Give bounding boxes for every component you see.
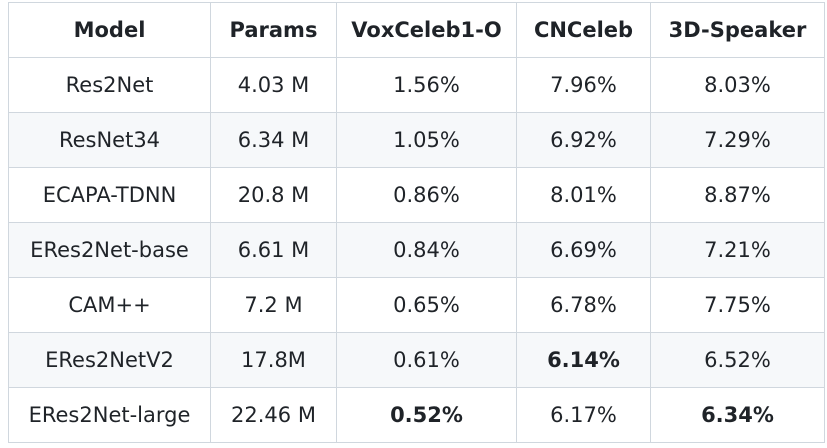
header-model: Model <box>8 2 211 58</box>
cell-model: CAM++ <box>8 277 211 333</box>
cell-3d-speaker: 7.21% <box>650 222 825 278</box>
cell-cnceleb: 7.96% <box>516 57 651 113</box>
table-row: ERes2Net-large 22.46 M 0.52% 6.17% 6.34% <box>8 387 825 443</box>
cell-3d-speaker-best: 6.34% <box>650 387 825 443</box>
table-row: ERes2Net-base 6.61 M 0.84% 6.69% 7.21% <box>8 222 825 278</box>
cell-cnceleb: 6.92% <box>516 112 651 168</box>
cell-3d-speaker: 7.29% <box>650 112 825 168</box>
header-3d-speaker: 3D-Speaker <box>650 2 825 58</box>
cell-model: ResNet34 <box>8 112 211 168</box>
cell-voxceleb1-o: 0.84% <box>336 222 517 278</box>
table-header-row: Model Params VoxCeleb1-O CNCeleb 3D-Spea… <box>8 2 825 58</box>
header-params: Params <box>210 2 337 58</box>
cell-params: 6.34 M <box>210 112 337 168</box>
table-row: Res2Net 4.03 M 1.56% 7.96% 8.03% <box>8 57 825 113</box>
cell-cnceleb-best: 6.14% <box>516 332 651 388</box>
cell-voxceleb1-o-best: 0.52% <box>336 387 517 443</box>
cell-voxceleb1-o: 0.65% <box>336 277 517 333</box>
cell-cnceleb: 6.78% <box>516 277 651 333</box>
results-table: Model Params VoxCeleb1-O CNCeleb 3D-Spea… <box>8 2 825 443</box>
cell-cnceleb: 8.01% <box>516 167 651 223</box>
cell-model: Res2Net <box>8 57 211 113</box>
table-row: ECAPA-TDNN 20.8 M 0.86% 8.01% 8.87% <box>8 167 825 223</box>
cell-3d-speaker: 7.75% <box>650 277 825 333</box>
table-row: ERes2NetV2 17.8M 0.61% 6.14% 6.52% <box>8 332 825 388</box>
cell-params: 4.03 M <box>210 57 337 113</box>
header-cnceleb: CNCeleb <box>516 2 651 58</box>
cell-3d-speaker: 6.52% <box>650 332 825 388</box>
cell-3d-speaker: 8.03% <box>650 57 825 113</box>
cell-params: 22.46 M <box>210 387 337 443</box>
cell-model: ERes2Net-large <box>8 387 211 443</box>
cell-model: ECAPA-TDNN <box>8 167 211 223</box>
cell-params: 17.8M <box>210 332 337 388</box>
cell-params: 7.2 M <box>210 277 337 333</box>
table-row: CAM++ 7.2 M 0.65% 6.78% 7.75% <box>8 277 825 333</box>
cell-model: ERes2Net-base <box>8 222 211 278</box>
cell-voxceleb1-o: 0.61% <box>336 332 517 388</box>
cell-cnceleb: 6.69% <box>516 222 651 278</box>
cell-3d-speaker: 8.87% <box>650 167 825 223</box>
cell-voxceleb1-o: 0.86% <box>336 167 517 223</box>
cell-cnceleb: 6.17% <box>516 387 651 443</box>
table-row: ResNet34 6.34 M 1.05% 6.92% 7.29% <box>8 112 825 168</box>
results-table-container: Model Params VoxCeleb1-O CNCeleb 3D-Spea… <box>8 2 825 443</box>
cell-model: ERes2NetV2 <box>8 332 211 388</box>
header-voxceleb1-o: VoxCeleb1-O <box>336 2 517 58</box>
cell-params: 6.61 M <box>210 222 337 278</box>
cell-voxceleb1-o: 1.56% <box>336 57 517 113</box>
cell-voxceleb1-o: 1.05% <box>336 112 517 168</box>
cell-params: 20.8 M <box>210 167 337 223</box>
